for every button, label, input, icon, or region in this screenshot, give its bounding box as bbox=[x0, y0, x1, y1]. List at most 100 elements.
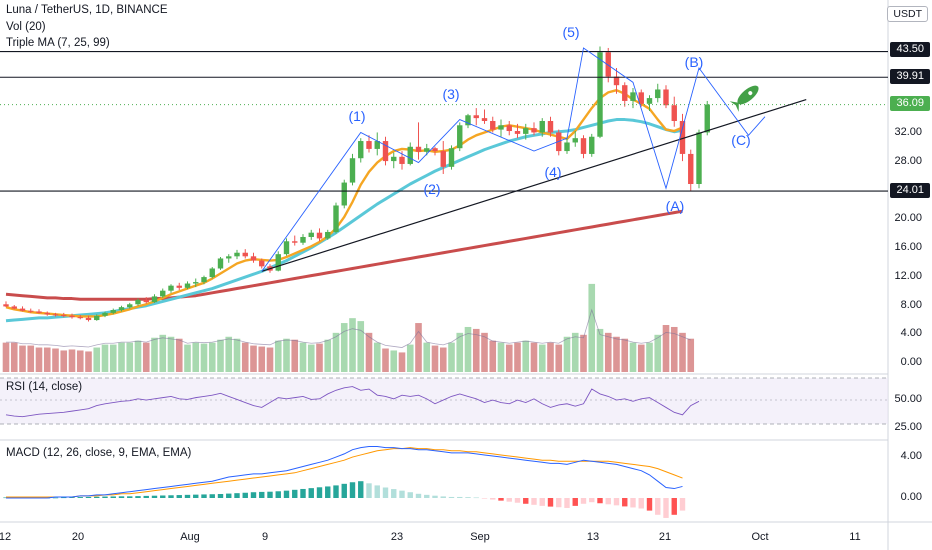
volume-bar bbox=[109, 344, 117, 372]
price-tick-label: 4.00 bbox=[900, 327, 922, 339]
volume-bar bbox=[10, 342, 18, 372]
price-tag: 24.01 bbox=[890, 183, 930, 198]
macd-histogram-bar bbox=[547, 498, 554, 507]
candle bbox=[209, 267, 215, 279]
macd-histogram-bar bbox=[448, 496, 455, 498]
volume-bar bbox=[588, 283, 596, 372]
price-tick-label: 16.00 bbox=[894, 241, 922, 253]
volume-bar bbox=[241, 342, 249, 372]
candle-body bbox=[234, 252, 240, 257]
macd-histogram-bar bbox=[143, 495, 149, 498]
rocket-icon bbox=[729, 85, 759, 112]
moving-average-lines bbox=[5, 89, 683, 323]
volume-bar bbox=[208, 342, 216, 372]
macd-histogram-bar bbox=[135, 496, 141, 498]
candle bbox=[341, 179, 347, 209]
candle bbox=[176, 282, 182, 290]
volume-bar bbox=[349, 318, 356, 372]
rsi-pane bbox=[0, 377, 888, 425]
candle bbox=[127, 302, 133, 309]
candle-body bbox=[250, 256, 257, 261]
candle-body bbox=[440, 151, 446, 167]
candle-body bbox=[3, 304, 9, 307]
candle-body bbox=[226, 256, 232, 259]
candle-body bbox=[572, 138, 578, 143]
candle bbox=[250, 252, 257, 263]
volume-bar bbox=[423, 342, 431, 372]
volume-indicator-label[interactable]: Vol (20) bbox=[6, 21, 46, 33]
candle bbox=[61, 312, 67, 318]
elliott-wave-path bbox=[261, 47, 766, 272]
volume-bar bbox=[365, 332, 373, 372]
candle bbox=[19, 306, 26, 312]
candle bbox=[94, 314, 100, 321]
candle-body bbox=[358, 141, 364, 159]
candle bbox=[292, 235, 298, 246]
volume-bar bbox=[489, 340, 497, 372]
candle-body bbox=[275, 254, 281, 271]
volume-bar bbox=[406, 344, 414, 372]
macd-histogram-bar bbox=[655, 498, 661, 515]
price-tag: 39.91 bbox=[890, 69, 930, 84]
candle bbox=[184, 281, 191, 290]
candle bbox=[36, 309, 42, 314]
macd-histogram-bar bbox=[151, 495, 158, 498]
elliott-wave-label: (1) bbox=[348, 108, 366, 124]
candle-body bbox=[514, 131, 521, 134]
candle-body bbox=[391, 156, 397, 162]
volume-bar bbox=[373, 342, 381, 372]
macd-histogram-bar bbox=[663, 498, 669, 518]
volume-bar bbox=[431, 345, 439, 372]
macd-histogram-bar bbox=[226, 493, 232, 498]
drawing-tools bbox=[0, 47, 888, 272]
volume-bar bbox=[258, 346, 266, 372]
price-tick-label: 32.00 bbox=[894, 126, 922, 138]
price-tick-label: 20.00 bbox=[894, 212, 922, 224]
candle-body bbox=[399, 156, 405, 164]
candle bbox=[465, 113, 471, 129]
volume-bar bbox=[184, 344, 191, 372]
candle bbox=[102, 311, 108, 318]
candle bbox=[457, 122, 463, 152]
candle bbox=[391, 152, 397, 169]
candle bbox=[242, 249, 248, 259]
candle-body bbox=[374, 141, 380, 149]
candle-body bbox=[19, 308, 26, 311]
volume-bar bbox=[514, 342, 521, 372]
candle-body bbox=[473, 115, 479, 119]
volume-bar bbox=[563, 336, 571, 372]
volume-bar bbox=[571, 332, 579, 372]
candle-body bbox=[622, 85, 628, 101]
candle-body bbox=[292, 241, 298, 243]
candle-body bbox=[143, 299, 149, 303]
macd-histogram-bar bbox=[374, 485, 380, 498]
macd-histogram-bar bbox=[283, 490, 290, 498]
candle-body bbox=[663, 89, 669, 106]
volume-bar bbox=[613, 336, 620, 372]
macd-tick-label: 4.00 bbox=[900, 450, 922, 462]
time-tick-label: 9 bbox=[261, 531, 269, 543]
rsi-indicator-label[interactable]: RSI (14, close) bbox=[6, 381, 83, 393]
price-tick-label: 12.00 bbox=[894, 270, 922, 282]
triple-ma-indicator-label[interactable]: Triple MA (7, 25, 99) bbox=[6, 37, 110, 49]
macd-histogram-bar bbox=[102, 496, 108, 498]
candle-body bbox=[415, 146, 422, 152]
candle-body bbox=[118, 307, 125, 311]
volume-bar bbox=[332, 332, 340, 372]
candle-body bbox=[465, 115, 471, 126]
volume-bar bbox=[687, 338, 695, 372]
candle bbox=[358, 138, 364, 163]
macd-histogram-bar bbox=[638, 498, 644, 509]
candle bbox=[382, 136, 389, 166]
elliott-wave-label: (4) bbox=[544, 164, 562, 180]
symbol-title[interactable]: Luna / TetherUS, 1D, BINANCE bbox=[6, 4, 168, 16]
time-tick-label: Sep bbox=[470, 531, 490, 543]
macd-histogram-bar bbox=[679, 498, 686, 511]
candle-body bbox=[135, 299, 141, 305]
candle bbox=[704, 100, 710, 136]
macd-indicator-label[interactable]: MACD (12, 26, close, 9, EMA, EMA) bbox=[6, 447, 192, 459]
volume-bar bbox=[225, 336, 233, 372]
rsi-tick-label: 25.00 bbox=[894, 421, 922, 433]
currency-badge[interactable]: USDT bbox=[887, 6, 928, 22]
